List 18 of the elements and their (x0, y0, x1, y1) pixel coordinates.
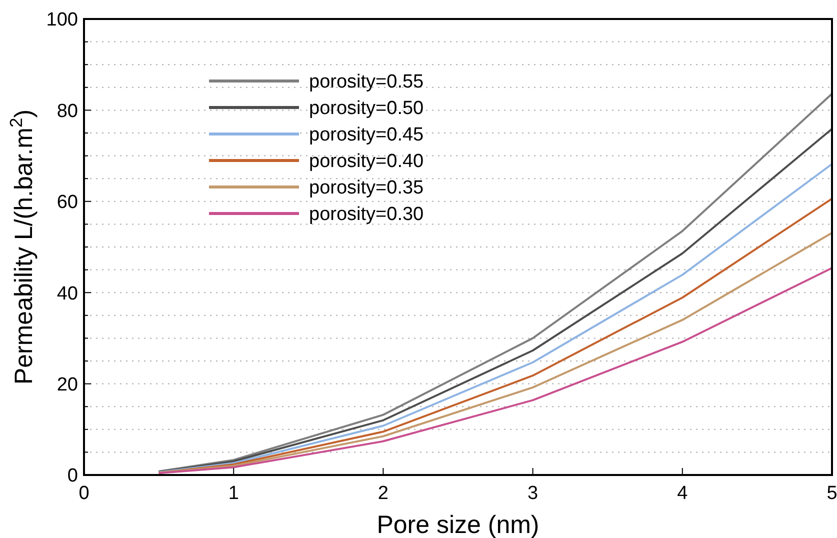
legend-label: porosity=0.50 (309, 98, 424, 120)
legend-label: porosity=0.45 (309, 124, 424, 146)
y-tick-label: 20 (56, 374, 78, 396)
y-tick-label: 60 (56, 192, 78, 214)
legend-label: porosity=0.30 (309, 204, 424, 226)
legend-label: porosity=0.55 (309, 72, 424, 93)
x-tick-label: 1 (228, 483, 239, 504)
x-tick-label: 2 (378, 483, 388, 504)
y-tick-label: 40 (56, 283, 78, 304)
x-tick-label: 5 (826, 483, 837, 504)
x-axis-title: Pore size (nm) (376, 511, 540, 538)
x-tick-label: 4 (677, 483, 688, 504)
y-tick-label: 80 (56, 100, 78, 122)
y-tick-label: 0 (67, 466, 78, 487)
x-tick-label: 3 (528, 483, 538, 504)
legend-label: porosity=0.40 (309, 151, 424, 172)
y-tick-label: 100 (46, 10, 78, 31)
legend-label: porosity=0.35 (309, 178, 424, 199)
